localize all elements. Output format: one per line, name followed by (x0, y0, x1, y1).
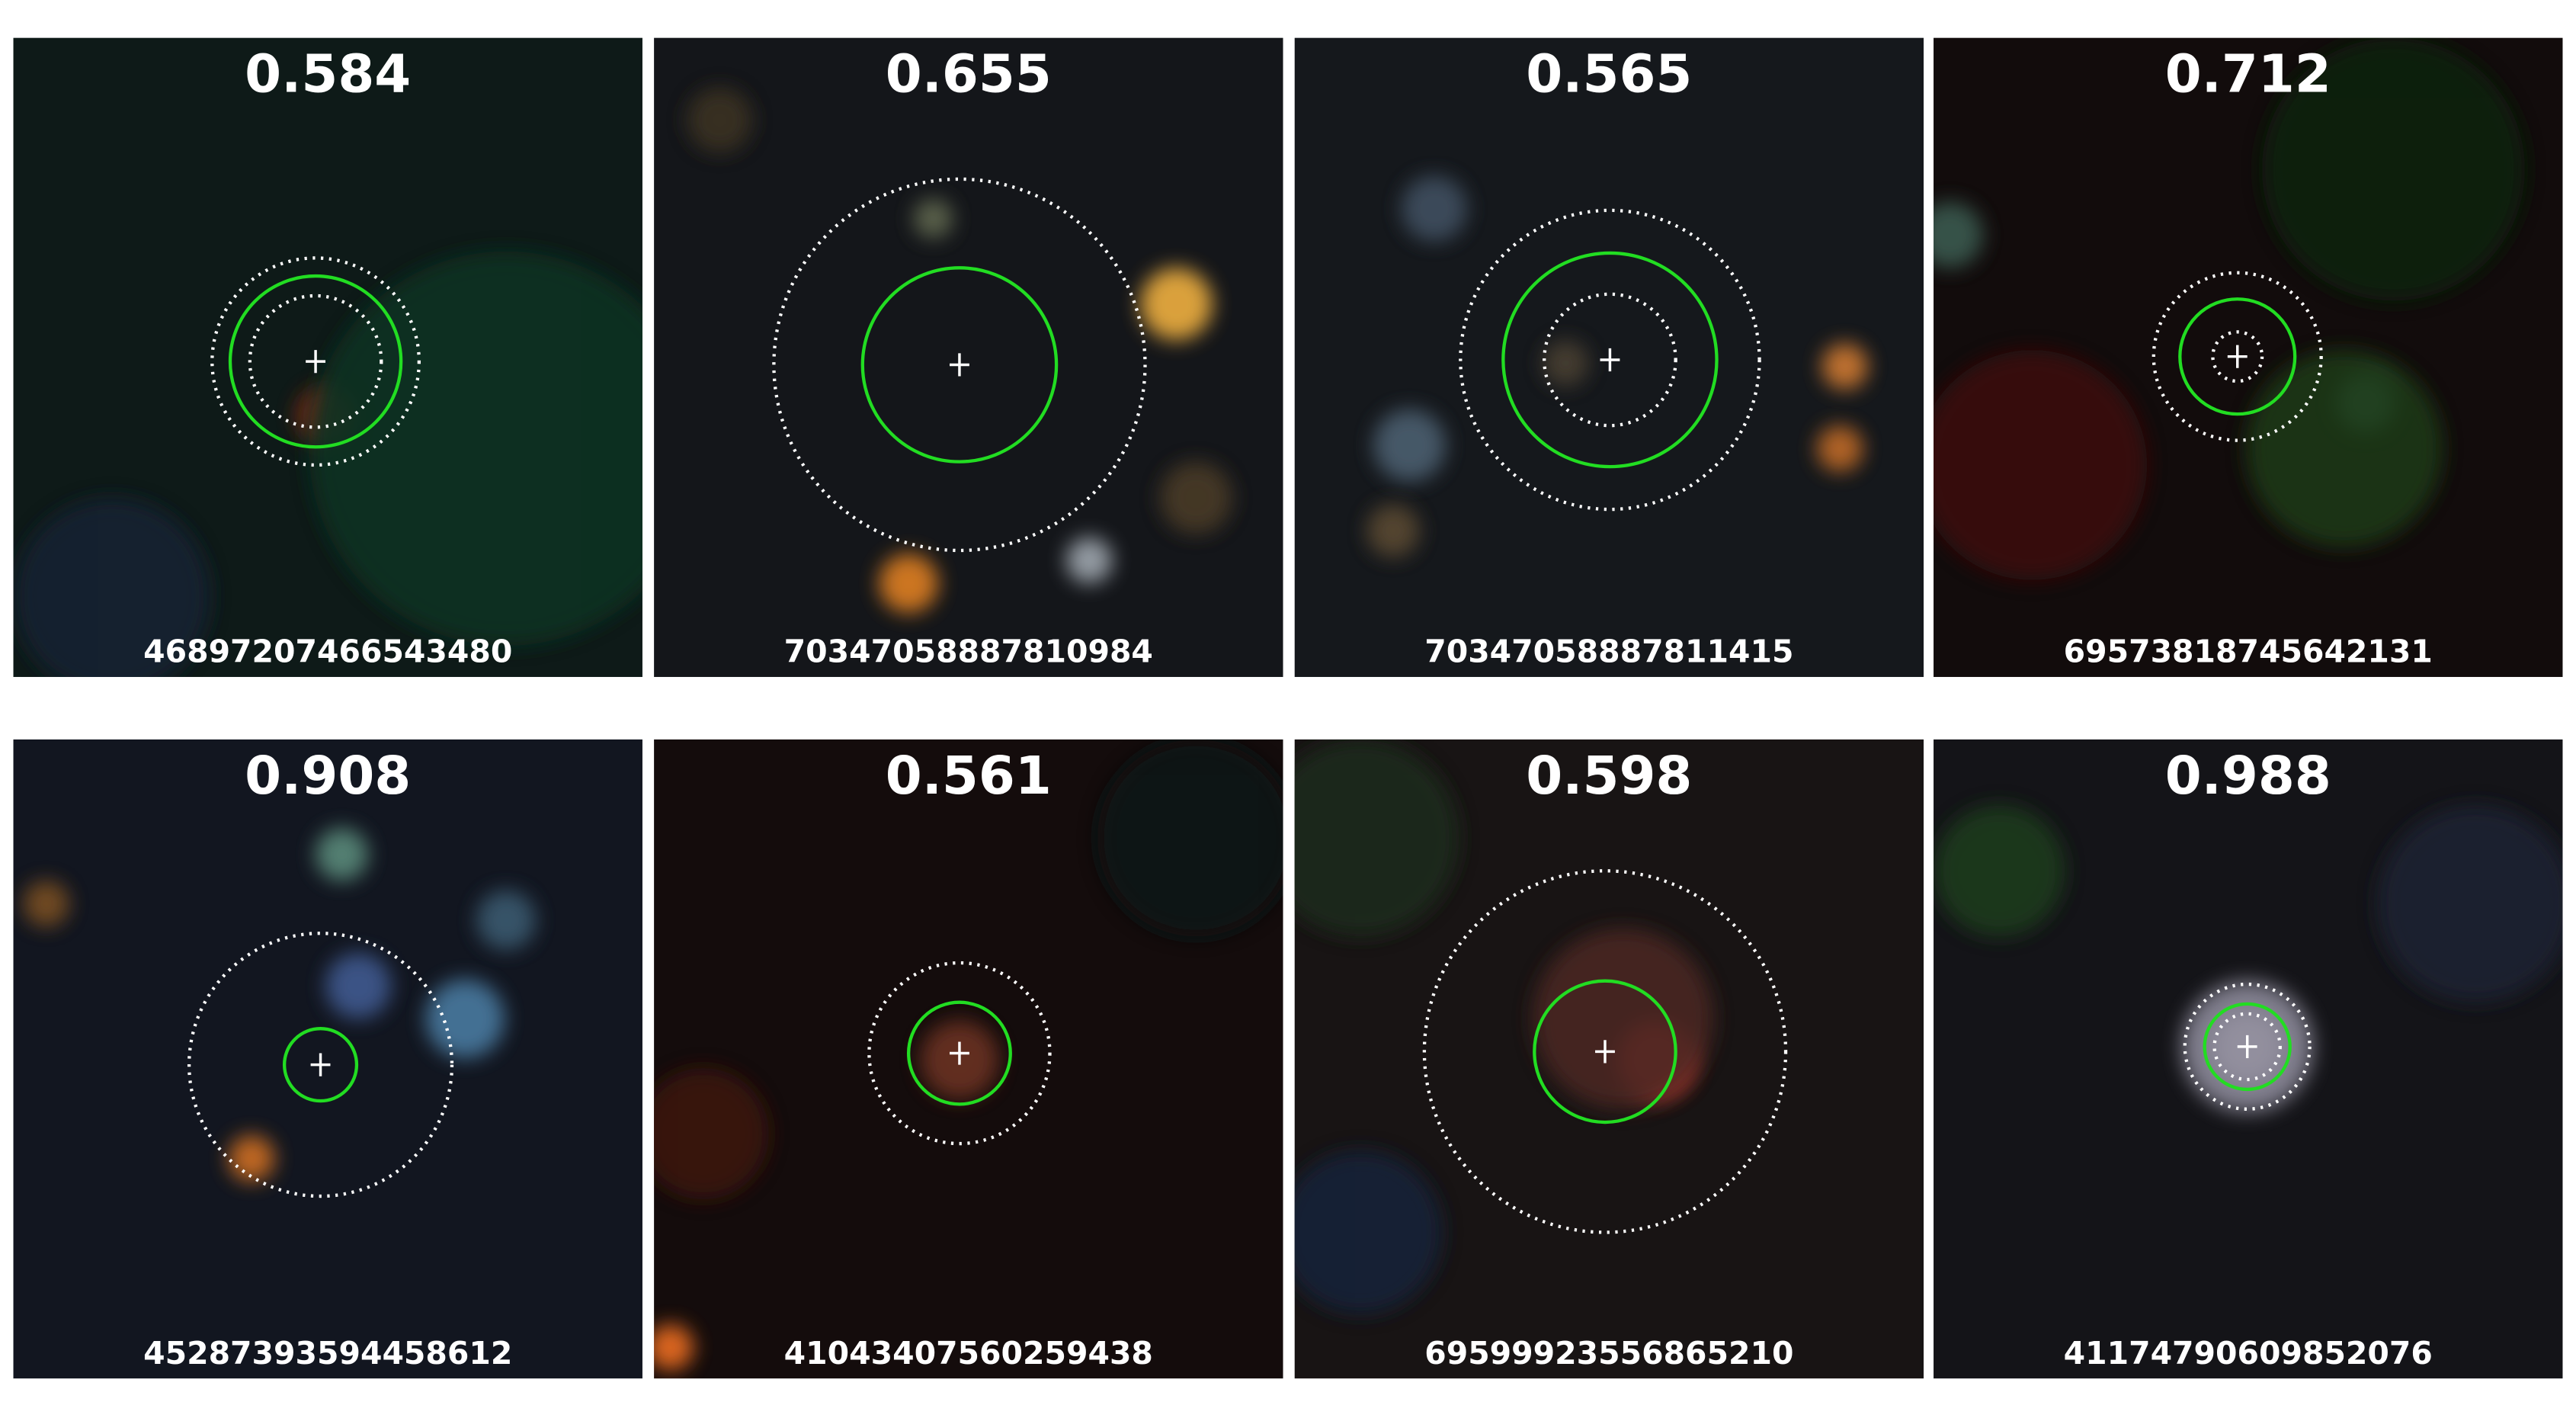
center-cross (1600, 348, 1620, 372)
image-panel: 0.598 69599923556865210 (1294, 739, 1924, 1379)
source-blob (1934, 805, 2065, 937)
source-blob (2376, 805, 2563, 1003)
aperture-green (1533, 979, 1677, 1124)
source-blob (1543, 340, 1589, 387)
image-panel: 0.655 70347058887810984 (654, 37, 1283, 677)
aperture-dotted (2151, 271, 2323, 442)
aperture-green (2203, 1002, 2292, 1092)
aperture-green (906, 1000, 1012, 1106)
panel-score: 0.988 (2165, 746, 2331, 807)
aperture-dotted (1543, 292, 1677, 428)
source-blob (654, 1067, 769, 1200)
image-background (654, 37, 1283, 677)
source-blob (1821, 343, 1868, 390)
sky-image (13, 739, 642, 1379)
center-cross (306, 350, 326, 374)
image-panel: 0.584 46897207466543480 (13, 37, 642, 677)
panel-id: 69599923556865210 (1424, 1335, 1793, 1371)
aperture-green (1501, 251, 1719, 469)
aperture-dotted (187, 932, 454, 1198)
aperture-dotted (867, 961, 1052, 1146)
source-blob (309, 251, 642, 646)
panel-id: 41174790609852076 (2064, 1335, 2433, 1371)
panel-score: 0.908 (245, 746, 411, 807)
panel-score: 0.565 (1526, 44, 1692, 105)
source-blob (1934, 202, 1983, 268)
center-cross (950, 353, 969, 377)
sky-image (1934, 37, 2563, 677)
panel-score: 0.655 (886, 44, 1052, 105)
source-blob (1294, 1150, 1443, 1315)
aperture-dotted (1459, 208, 1761, 512)
sky-image (1934, 739, 2563, 1379)
source-blob (2262, 37, 2525, 301)
panel-id: 45287393594458612 (143, 1335, 512, 1371)
sky-image (13, 37, 642, 677)
image-panel: 0.908 45287393594458612 (13, 739, 642, 1379)
image-panel: 0.561 41043407560259438 (654, 739, 1283, 1379)
panel-id: 70347058887811415 (1424, 634, 1793, 670)
source-blob (1533, 928, 1714, 1109)
aperture-green (228, 274, 403, 449)
source-blob (879, 553, 938, 613)
source-blob (1294, 739, 1459, 937)
aperture-dotted (248, 294, 383, 429)
sky-image (654, 37, 1283, 677)
source-blob (425, 979, 505, 1058)
aperture-green (860, 266, 1059, 464)
sky-image (1294, 739, 1924, 1379)
sky-image (654, 739, 1283, 1379)
panel-id: 69573818745642131 (2064, 634, 2433, 670)
aperture-dotted (210, 256, 421, 467)
source-blob (687, 87, 753, 153)
source-blob (1366, 504, 1420, 557)
aperture-green (282, 1027, 359, 1103)
source-blob (1097, 739, 1283, 937)
aperture-dotted (2212, 1012, 2282, 1082)
center-cross (2237, 1035, 2257, 1058)
panel-id: 41043407560259438 (784, 1335, 1153, 1371)
source-blob (316, 828, 369, 881)
aperture-green (2178, 297, 2297, 416)
source-blob (2245, 350, 2443, 547)
panel-score: 0.598 (1526, 746, 1692, 807)
source-blob (1159, 461, 1232, 534)
image-panel: 0.988 41174790609852076 (1934, 739, 2563, 1379)
source-blob (1140, 268, 1213, 341)
source-blob (13, 498, 211, 677)
aperture-dotted (1422, 869, 1788, 1234)
panel-id: 46897207466543480 (143, 634, 512, 670)
source-blob (476, 890, 536, 950)
panel-score: 0.561 (886, 746, 1052, 807)
aperture-dotted (2183, 982, 2312, 1111)
source-blob (1401, 175, 1467, 242)
panel-score: 0.584 (245, 44, 411, 105)
source-blob (913, 198, 953, 239)
center-cross (2227, 345, 2248, 368)
aperture-dotted (2211, 330, 2264, 383)
source-blob (1934, 350, 2148, 580)
source-blob (228, 1135, 275, 1182)
image-panel: 0.565 70347058887811415 (1294, 37, 1924, 677)
center-cross (950, 1041, 969, 1065)
center-cross (310, 1053, 331, 1076)
image-panel: 0.712 69573818745642131 (1934, 37, 2563, 677)
panel-score: 0.712 (2165, 44, 2331, 105)
source-blob (654, 1324, 694, 1371)
source-blob (325, 953, 392, 1019)
source-blob (1816, 425, 1863, 472)
center-cross (1595, 1040, 1615, 1064)
source-blob (1066, 537, 1113, 584)
source-blob (23, 881, 69, 927)
aperture-dotted (772, 177, 1147, 553)
source-blob (1373, 409, 1446, 482)
panel-id: 70347058887810984 (784, 634, 1153, 670)
